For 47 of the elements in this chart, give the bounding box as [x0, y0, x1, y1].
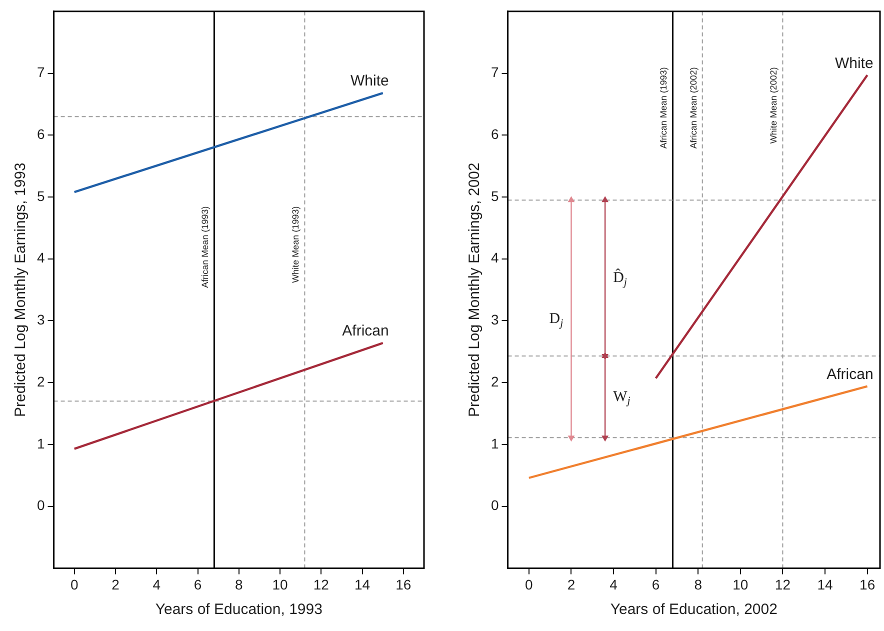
y-tick-label: 5: [36, 188, 45, 204]
x-tick-label: 2: [567, 576, 576, 592]
y-tick-label: 7: [490, 64, 499, 80]
x-axis-title: Years of Education, 1993: [155, 601, 322, 618]
series-label: African: [826, 366, 874, 383]
x-tick-label: 12: [774, 576, 791, 592]
x-tick-label: 4: [152, 576, 161, 592]
ref-line-label: African Mean (1993): [200, 206, 210, 288]
y-tick-label: 5: [490, 188, 499, 204]
x-tick-label: 16: [860, 576, 876, 592]
x-tick-label: 8: [694, 576, 702, 592]
series-label: White: [834, 54, 874, 72]
y-axis-title: Predicted Log Monthly Earnings, 2002: [466, 162, 484, 417]
series-label: African: [342, 322, 389, 340]
y-tick-label: 2: [490, 373, 499, 390]
y-tick-label: 0: [36, 497, 45, 514]
series-label: White: [350, 72, 389, 90]
y-tick-label: 7: [36, 64, 45, 80]
y-tick-label: 4: [490, 250, 499, 266]
x-tick-label: 6: [652, 576, 660, 592]
y-tick-label: 3: [490, 312, 499, 328]
y-tick-label: 1: [36, 435, 45, 452]
x-axis-title: Years of Education, 2002: [610, 601, 778, 618]
y-tick-label: 1: [490, 435, 499, 452]
ref-line-label: White Mean (1993): [290, 206, 301, 283]
x-tick-label: 0: [70, 576, 78, 592]
y-tick-label: 4: [36, 250, 45, 266]
x-tick-label: 6: [194, 576, 202, 592]
x-tick-label: 14: [354, 576, 370, 592]
x-tick-label: 14: [817, 576, 834, 592]
x-tick-label: 16: [396, 576, 412, 592]
x-tick-label: 2: [112, 576, 120, 592]
ref-line-label: African Mean (2002): [688, 67, 698, 149]
ref-line-label: White Mean (2002): [768, 67, 779, 144]
ref-line-label: African Mean (1993): [658, 67, 669, 149]
y-tick-label: 6: [36, 126, 45, 142]
y-tick-label: 6: [490, 126, 499, 142]
y-tick-label: 3: [36, 312, 45, 328]
x-tick-label: 10: [732, 576, 748, 592]
x-tick-label: 10: [272, 576, 288, 592]
x-tick-label: 4: [610, 576, 618, 592]
y-tick-label: 2: [36, 373, 45, 390]
y-axis-title: Predicted Log Monthly Earnings, 1993: [12, 162, 30, 417]
x-tick-label: 8: [234, 576, 243, 592]
x-tick-label: 12: [313, 576, 330, 592]
y-tick-label: 0: [490, 497, 499, 514]
x-tick-label: 0: [525, 576, 534, 592]
